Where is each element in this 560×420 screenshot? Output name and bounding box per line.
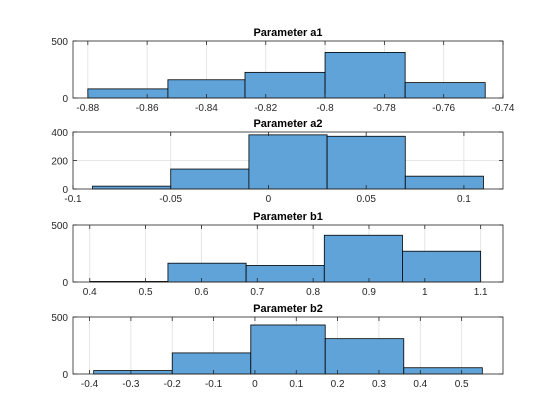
x-tick-label: -0.88: [76, 103, 99, 114]
histogram-bar: [326, 135, 406, 190]
x-tick-label: -0.4: [81, 379, 99, 390]
subplot-title: Parameter b1: [253, 211, 323, 223]
x-tick-label: 0.2: [331, 379, 345, 390]
subplot-3: 0.4 0.5 0.6 0.7 0.8 0.9 1 1.1 0 500 Parameter b1: [51, 211, 504, 298]
y-tick-label: 500: [51, 37, 68, 48]
histogram-bar: [324, 52, 406, 99]
x-tick-label: 1.1: [474, 287, 488, 298]
histogram-bar: [244, 71, 326, 99]
x-tick-label: -0.05: [159, 194, 182, 205]
histogram-bar: [245, 265, 325, 283]
histogram-bar: [324, 338, 405, 375]
x-tick-label: 0.05: [356, 194, 376, 205]
x-tick-label: -0.86: [136, 103, 159, 114]
x-tick-label: -0.1: [205, 379, 223, 390]
axes-box: [72, 224, 504, 283]
x-tick-label: -0.2: [164, 379, 182, 390]
x-tick-label: -0.78: [373, 103, 396, 114]
axes-box: [72, 316, 504, 375]
y-tick-label: 500: [51, 313, 68, 324]
x-tick-label: -0.74: [492, 103, 515, 114]
x-tick-label: 0.6: [194, 287, 208, 298]
subplot-1: -0.88 -0.86 -0.84 -0.82 -0.8 -0.78 -0.76 -0.74 0…: [51, 27, 515, 114]
x-tick-label: 0.1: [457, 194, 471, 205]
y-tick-label: 200: [51, 157, 68, 168]
x-tick-label: 0: [266, 194, 272, 205]
x-tick-label: 0.3: [372, 379, 386, 390]
histogram-bar: [93, 370, 173, 375]
histogram-bar: [167, 262, 247, 283]
x-tick-label: 1: [422, 287, 428, 298]
x-tick-label: -0.3: [122, 379, 140, 390]
y-tick-label: 500: [51, 221, 68, 232]
y-tick-label: 0: [62, 278, 68, 289]
subplot-2: -0.1 -0.05 0 0.05 0.1 0 200 400 Parameter a2: [51, 118, 504, 205]
x-tick-label: -0.82: [254, 103, 277, 114]
axes-box: [72, 40, 504, 99]
x-tick-label: -0.1: [64, 194, 82, 205]
x-tick-label: -0.84: [195, 103, 218, 114]
x-tick-label: 0.1: [289, 379, 303, 390]
x-tick-label: 0.4: [83, 287, 97, 298]
y-tick-label: 0: [62, 185, 68, 196]
subplot-title: Parameter b2: [253, 303, 323, 315]
histogram-bar: [171, 352, 252, 375]
subplot-title: Parameter a1: [253, 27, 322, 39]
x-tick-label: 0.5: [139, 287, 153, 298]
y-tick-label: 400: [51, 128, 68, 139]
histogram-bar: [170, 168, 250, 190]
histogram-bar: [404, 82, 486, 99]
subplot-title: Parameter a2: [253, 118, 322, 130]
histogram-bar: [404, 175, 484, 190]
subplot-4: -0.4 -0.3 -0.2 -0.1 0 0.1 0.2 0.3 0.4 0.5 0 500 Para…: [51, 303, 504, 390]
x-tick-label: 0.7: [250, 287, 264, 298]
x-tick-label: -0.76: [432, 103, 455, 114]
histogram-bar: [87, 88, 169, 99]
x-tick-label: 0: [252, 379, 258, 390]
x-tick-label: -0.8: [316, 103, 334, 114]
histogram-bar: [403, 367, 483, 375]
x-tick-label: 0.5: [455, 379, 469, 390]
histogram-bar: [323, 234, 403, 283]
histogram-bar: [92, 185, 172, 190]
x-tick-label: 0.8: [306, 287, 320, 298]
x-tick-label: 0.9: [362, 287, 376, 298]
histogram-bar: [250, 324, 326, 375]
histogram-bar: [402, 250, 482, 283]
y-tick-label: 0: [62, 94, 68, 105]
y-tick-label: 0: [62, 370, 68, 381]
x-tick-label: 0.4: [413, 379, 427, 390]
histogram-bar: [248, 134, 328, 190]
